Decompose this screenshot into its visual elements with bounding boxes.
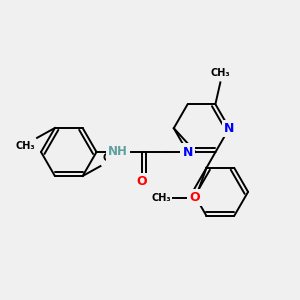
Text: CH₃: CH₃ — [211, 68, 230, 78]
Text: NH: NH — [108, 146, 128, 158]
Text: N: N — [224, 122, 234, 135]
Text: CH₃: CH₃ — [151, 193, 171, 202]
Text: CH₃: CH₃ — [15, 141, 35, 151]
Text: S: S — [183, 146, 193, 158]
Text: N: N — [182, 146, 193, 159]
Text: CH₃: CH₃ — [102, 153, 122, 163]
Text: O: O — [137, 175, 147, 188]
Text: O: O — [189, 191, 200, 204]
